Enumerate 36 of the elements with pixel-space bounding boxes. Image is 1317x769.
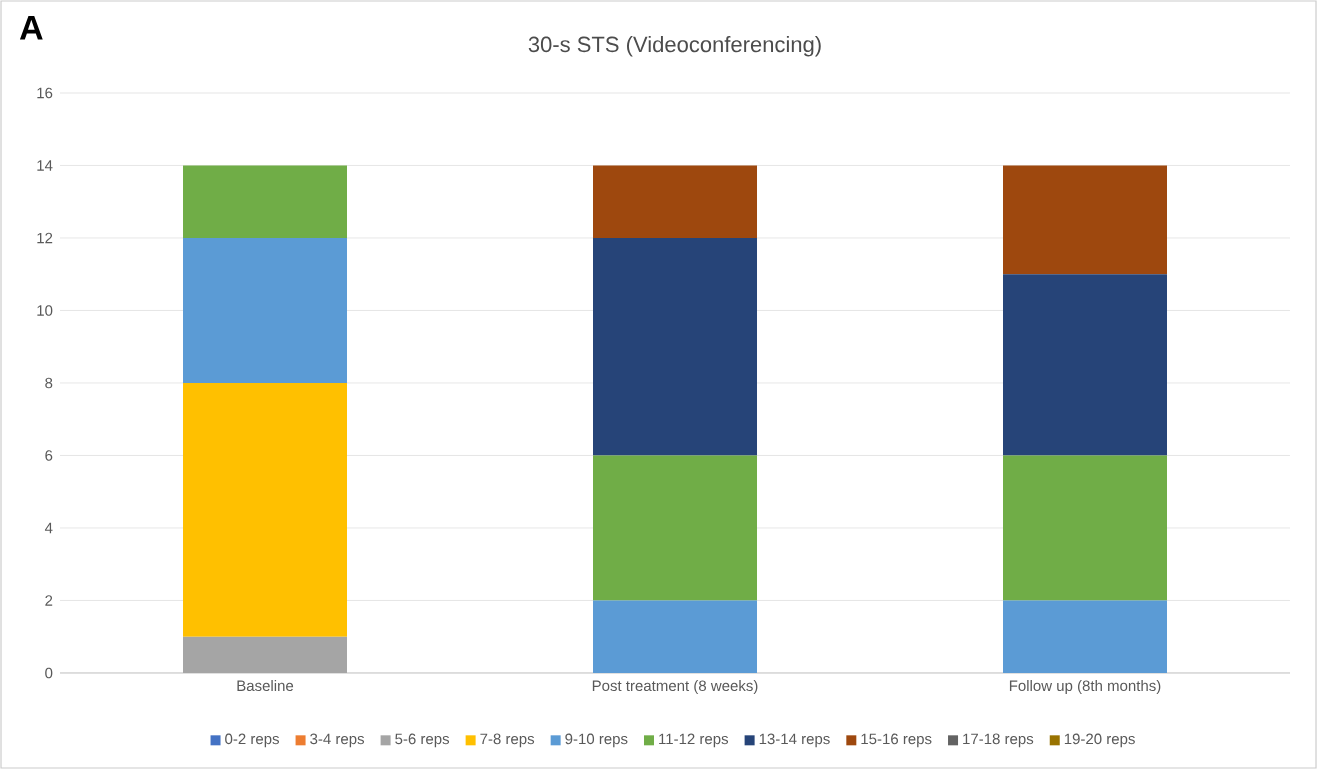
y-tick-label: 12	[37, 232, 53, 244]
bar	[183, 636, 347, 673]
x-tick-label: Follow up (8th months)	[1009, 680, 1161, 695]
legend-label: 11-12 reps	[659, 733, 729, 748]
chart-title: 30-s STS (Videoconferencing)	[528, 36, 821, 57]
y-tick-label: 2	[45, 595, 53, 606]
bar	[1003, 455, 1167, 601]
bar	[1003, 165, 1167, 275]
legend-label: 9-10 reps	[565, 733, 628, 748]
bar	[183, 165, 347, 238]
legend-label: 0-2 reps	[225, 733, 280, 748]
legend-label: 3-4 reps	[310, 733, 365, 748]
text: A	[19, 16, 43, 40]
legend-label: 5-6 reps	[395, 733, 450, 748]
x-tick-label: Baseline	[237, 680, 294, 692]
y-tick-label: 14	[37, 160, 53, 171]
bar	[1003, 274, 1167, 456]
legend-label: 17-18 reps	[963, 733, 1034, 748]
y-tick-label: 4	[44, 522, 53, 534]
bar	[593, 455, 758, 601]
y-tick-label: 0	[45, 667, 53, 679]
bar	[593, 237, 758, 456]
legend-label: 7-8 reps	[480, 733, 535, 748]
x-tick-label: Post treatment (8 weeks)	[592, 680, 758, 695]
legend-label: 15-16 reps	[861, 733, 932, 748]
legend-label: 19-20 reps	[1064, 733, 1135, 748]
y-tick-label: 16	[37, 87, 53, 99]
legend-label: 13-14 reps	[759, 733, 830, 748]
bar	[593, 165, 758, 238]
bar	[593, 600, 758, 673]
y-tick-label: 10	[37, 305, 53, 316]
bar	[183, 237, 347, 383]
bar	[183, 382, 347, 637]
bar	[1003, 600, 1167, 673]
y-tick-label: 6	[45, 450, 53, 461]
y-tick-label: 8	[45, 377, 53, 389]
